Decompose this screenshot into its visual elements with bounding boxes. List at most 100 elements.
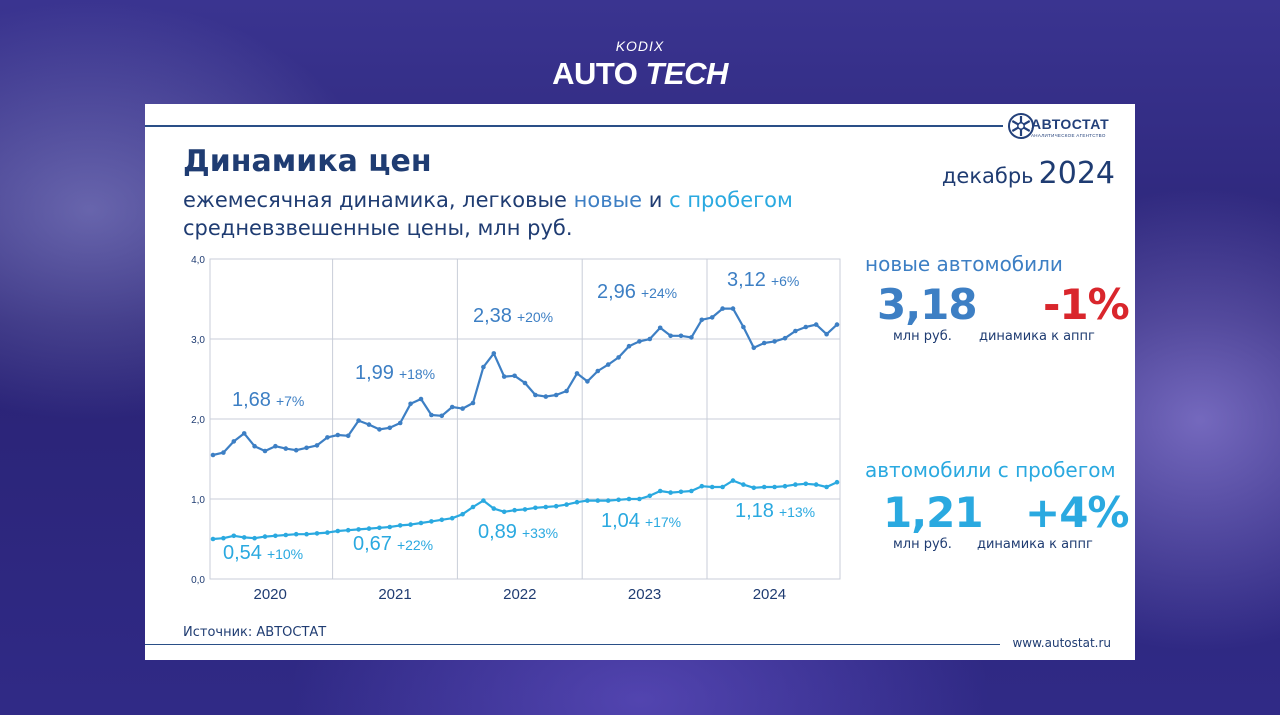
x-tick-label: 2022	[503, 586, 536, 603]
x-tick-label: 2023	[628, 586, 661, 603]
series-point-used	[605, 498, 611, 503]
series-point-new	[647, 336, 653, 342]
series-point-new	[397, 420, 403, 426]
series-point-used	[387, 524, 393, 530]
subtitle-new: новые	[573, 188, 643, 212]
series-point-new	[709, 315, 715, 320]
kpi-used-change-label: динамика к аппг	[977, 537, 1093, 552]
series-point-used	[824, 484, 829, 490]
series-point-used	[730, 478, 736, 483]
series-point-used	[803, 481, 809, 487]
series-point-new	[429, 412, 434, 418]
series-point-new	[377, 427, 382, 432]
series-point-new	[408, 401, 413, 407]
autostat-logo-name: АВТОСТАТ	[1031, 116, 1110, 132]
series-point-used	[397, 523, 403, 528]
series-point-new	[803, 324, 809, 330]
series-point-new	[782, 335, 788, 341]
series-point-used	[678, 489, 684, 495]
y-tick-label: 2,0	[191, 415, 205, 426]
series-point-new	[813, 322, 819, 327]
series-point-new	[449, 404, 455, 410]
brand-auto: AUTO	[552, 56, 638, 91]
series-point-used	[481, 498, 486, 503]
series-point-used	[210, 536, 216, 542]
series-point-new	[668, 333, 673, 339]
series-point-used	[595, 498, 601, 503]
series-point-used	[460, 511, 465, 517]
subtitle-text: ежемесячная динамика, легковые	[183, 188, 574, 212]
series-point-new	[543, 394, 549, 399]
series-point-new	[761, 340, 767, 346]
brand-auto-tech: AUTO TECH	[0, 56, 1280, 92]
series-point-new	[720, 306, 725, 311]
series-point-new	[501, 374, 507, 379]
subtitle-line-1: ежемесячная динамика, легковые новые и с…	[183, 188, 793, 212]
kpi-new-change: -1%	[1043, 280, 1130, 329]
series-point-new	[481, 364, 486, 370]
series-point-used	[221, 535, 226, 541]
series-point-new	[678, 333, 684, 339]
annotation-new: 1,68 +7%	[232, 389, 304, 411]
series-point-used	[616, 497, 621, 503]
series-point-new	[741, 324, 746, 330]
series-point-new	[522, 380, 528, 386]
series-point-new	[418, 396, 424, 402]
series-point-used	[699, 483, 705, 489]
series-point-used	[751, 485, 757, 491]
series-point-used	[647, 493, 653, 499]
x-tick-label: 2021	[378, 586, 411, 603]
top-rule	[145, 125, 1003, 127]
annotation-new: 1,99 +18%	[355, 362, 435, 384]
series-point-used	[543, 504, 549, 510]
annotation-used: 1,04 +17%	[601, 510, 681, 532]
series-point-used	[262, 534, 268, 539]
brand-kodix: KODIX	[615, 38, 665, 54]
series-point-used	[637, 496, 642, 502]
series-point-new	[637, 339, 642, 344]
series-point-new	[491, 351, 497, 356]
kpi-new-unit: млн руб.	[893, 329, 952, 344]
series-point-new	[533, 392, 538, 398]
y-tick-label: 1,0	[191, 495, 205, 506]
series-point-new	[585, 379, 590, 384]
series-point-used	[449, 515, 455, 521]
series-point-new	[335, 432, 341, 438]
kpi-used-unit: млн руб.	[893, 537, 952, 552]
series-point-used	[366, 526, 372, 531]
series-point-new	[304, 445, 309, 451]
series-point-used	[325, 530, 330, 535]
y-tick-label: 3,0	[191, 335, 205, 346]
website-link[interactable]: www.autostat.ru	[1012, 636, 1111, 650]
series-point-used	[470, 504, 476, 510]
bottom-rule	[145, 644, 1000, 645]
annotation-used: 0,54 +10%	[223, 542, 303, 564]
series-point-used	[231, 533, 237, 539]
series-point-used	[793, 482, 798, 487]
series-point-used	[491, 506, 497, 511]
series-point-used	[585, 498, 590, 503]
series-point-new	[772, 339, 777, 344]
x-tick-label: 2020	[254, 586, 287, 603]
kpi-used-change: +4%	[1025, 488, 1129, 537]
series-point-used	[252, 535, 257, 541]
series-point-new	[366, 422, 372, 427]
brand-tech: TECH	[645, 56, 729, 91]
series-point-new	[595, 368, 601, 374]
kpi-used-value: 1,21	[883, 488, 984, 537]
annotation-new: 3,12 +6%	[727, 269, 799, 291]
price-line-chart: 0,0 1,0 2,0 3,0 4,0 2020 2021 2022 2023 2024 1,68 +…	[191, 255, 841, 603]
series-point-new	[345, 433, 351, 439]
series-point-used	[720, 484, 725, 490]
annotation-used: 0,67 +22%	[353, 533, 433, 555]
series-point-new	[605, 362, 611, 367]
series-point-new	[553, 392, 559, 398]
series-point-new	[512, 373, 517, 379]
series-point-new	[470, 400, 476, 406]
series-point-new	[751, 345, 757, 351]
series-point-new	[730, 306, 736, 311]
series-point-used	[772, 484, 777, 490]
series-point-used	[741, 482, 746, 487]
series-point-used	[657, 488, 663, 494]
series-point-used	[782, 483, 788, 489]
